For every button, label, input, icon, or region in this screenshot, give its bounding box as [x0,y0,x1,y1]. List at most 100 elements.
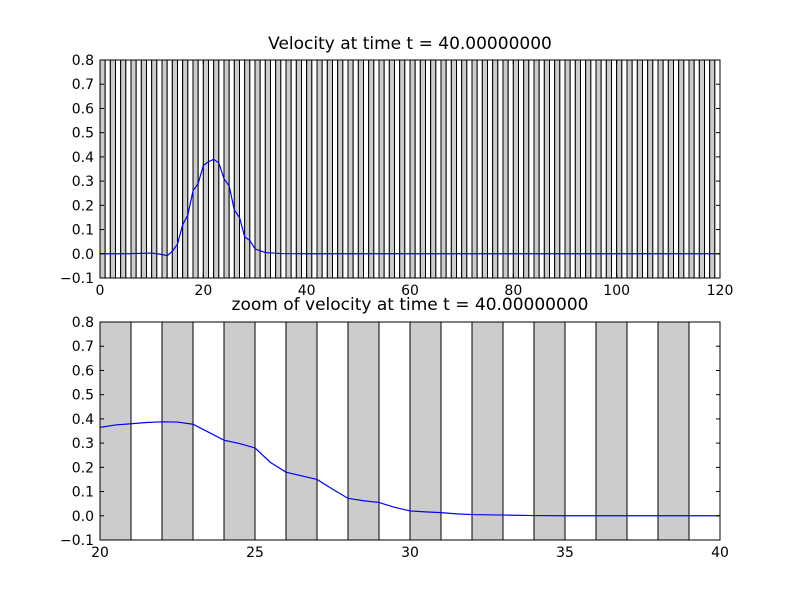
band-cell [440,59,447,279]
band-cell [611,59,618,279]
y-tick-label: 0.7 [72,339,94,355]
band-cell [99,321,132,541]
band-cell [130,59,137,279]
y-tick-label: 0.6 [72,101,94,117]
band-cell [492,59,499,279]
band-cell [554,59,561,279]
y-tick-label: 0.7 [72,77,94,93]
band-cell [450,59,458,279]
band-cell [538,59,545,279]
band-cell [383,59,390,279]
band-cell [652,59,659,279]
x-tick-label: 0 [96,283,105,299]
band-cell [621,59,628,279]
band-cell [259,59,266,279]
band-cell [166,59,173,279]
band-cell [280,59,287,279]
band-cell [151,59,158,279]
band-cell [600,59,607,279]
band-cell [564,59,571,279]
x-tick-label: 20 [194,283,212,299]
band-cell [202,59,209,279]
band-cell [182,59,189,279]
series-line [99,421,720,517]
band-cell [662,59,669,279]
x-tick-label: 40 [711,545,729,561]
band-cell [414,59,421,279]
band-cell [642,59,649,279]
band-cell [156,59,163,279]
band-cell [518,59,525,279]
band-cell [714,59,721,279]
band-cell [311,59,318,279]
band-cell [275,59,282,279]
band-cell [481,59,489,279]
band-cell [347,321,380,541]
band-cell [321,59,328,279]
band-cell [528,59,535,279]
band-cell [564,321,597,541]
band-cell [456,59,463,279]
band-cell [135,59,142,279]
band-cell [161,321,194,541]
band-cell [316,59,323,279]
y-tick-label: 0.4 [72,150,94,166]
y-tick-label: 0.1 [72,223,94,239]
band-cell [626,59,633,279]
band-cell [502,59,509,279]
y-tick-label: 0.0 [72,247,94,263]
x-tick-label: 35 [556,545,574,561]
band-cell [461,59,468,279]
band-cell [264,59,272,279]
band-cell [585,59,592,279]
x-tick-label: 100 [603,283,630,299]
y-tick-label: −0.1 [60,533,94,549]
zoom-velocity-chart: zoom of velocity at time t = 40.00000000… [60,295,729,561]
band-cell [146,59,153,279]
band-cell [440,321,473,541]
y-tick-label: 0.4 [72,412,94,428]
band-cell [290,59,297,279]
band-cell [125,59,132,279]
y-tick-label: 0.5 [72,388,94,404]
band-cell [254,321,287,541]
band-cell [688,59,695,279]
y-tick-label: 0.0 [72,509,94,525]
band-cell [239,59,246,279]
band-cell [223,59,230,279]
band-cell [316,321,349,541]
band-cell [626,321,659,541]
band-cell [130,321,163,541]
y-tick-label: −0.1 [60,271,94,287]
band-cell [631,59,638,279]
band-cell [306,59,313,279]
band-cell [228,59,235,279]
band-cell [161,59,168,279]
band-cell [502,321,535,541]
band-cell [337,59,344,279]
band-cell [270,59,277,279]
band-cell [223,321,256,541]
y-tick-label: 0.3 [72,436,94,452]
band-cell [326,59,334,279]
chart-title: Velocity at time t = 40.00000000 [268,34,552,54]
x-tick-label: 30 [401,545,419,561]
band-cell [595,59,602,279]
band-cell [409,321,442,541]
band-cell [140,59,147,279]
band-cell [569,59,576,279]
y-tick-label: 0.8 [72,53,94,69]
band-cell [192,59,199,279]
band-cell [352,59,359,279]
band-cell [342,59,349,279]
band-cell [471,59,478,279]
band-cell [213,59,220,279]
band-cell [636,59,643,279]
band-cell [574,59,581,279]
band-cell [445,59,452,279]
band-cell [177,59,184,279]
band-cell [404,59,411,279]
band-cell [192,321,225,541]
band-cell [533,321,566,541]
y-tick-label: 0.8 [72,315,94,331]
